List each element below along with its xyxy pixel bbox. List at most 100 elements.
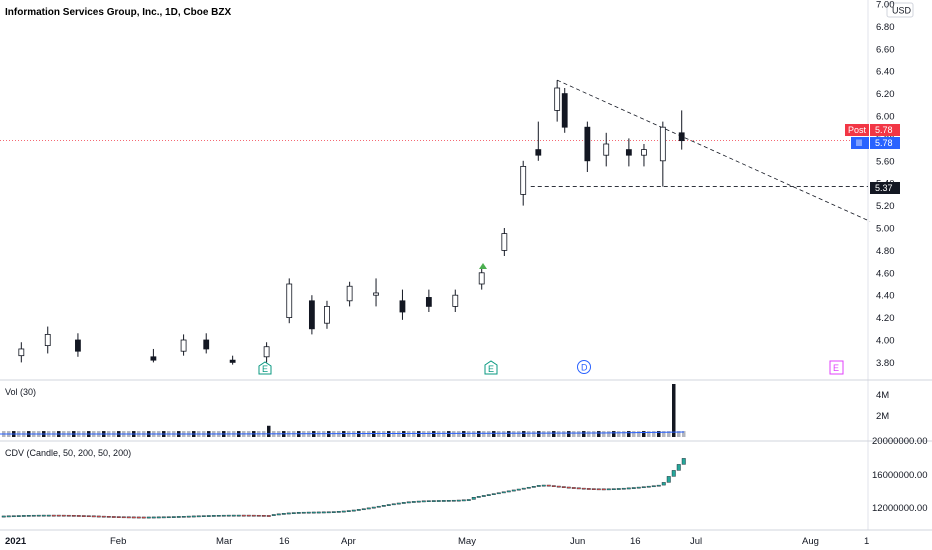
- dividend-marker[interactable]: D: [577, 360, 591, 374]
- volume-bar: [392, 431, 396, 437]
- candle-body: [535, 149, 542, 156]
- cdv-candle: [406, 501, 411, 504]
- cdv-candle: [261, 515, 266, 517]
- cdv-candle: [141, 516, 146, 519]
- cdv-candle: [161, 516, 166, 519]
- time-tick-1: 1: [864, 536, 869, 547]
- cdv-candle: [606, 488, 611, 491]
- cdv-candle: [651, 485, 656, 488]
- volume-bar: [582, 431, 586, 437]
- price-tick: 6.20: [876, 89, 895, 100]
- cdv-candle: [491, 493, 496, 495]
- price-tick: 6.00: [876, 112, 895, 123]
- cdv-candle: [556, 485, 561, 488]
- candle-body: [584, 126, 591, 162]
- cdv-candle: [311, 511, 316, 514]
- cdv-candle: [196, 515, 201, 518]
- cdv-candle: [216, 515, 221, 517]
- cdv-candle: [181, 516, 186, 518]
- candle-body: [373, 292, 379, 296]
- cdv-candle: [641, 486, 646, 489]
- volume-bar: [647, 431, 651, 437]
- price-tick: 3.80: [876, 358, 895, 369]
- cdv-candle: [151, 516, 156, 519]
- cdv-candle: [21, 515, 26, 517]
- cdv-candle: [26, 515, 31, 517]
- candle-body: [520, 165, 527, 195]
- cdv-candle: [321, 511, 326, 514]
- candle-body: [150, 356, 157, 361]
- cdv-candle: [446, 500, 451, 502]
- currency-box[interactable]: [886, 2, 914, 18]
- volume-bar: [532, 431, 536, 437]
- earnings-marker-1[interactable]: E: [258, 361, 272, 375]
- cdv-candle: [256, 514, 261, 517]
- last-price-box: [870, 137, 900, 149]
- post-price-tag-label: Post: [848, 125, 867, 135]
- candle-body: [308, 300, 315, 330]
- trend-lines: [0, 79, 871, 222]
- cdv-candle: [296, 512, 301, 514]
- cdv-candle: [211, 515, 216, 517]
- price-tick: 4.20: [876, 313, 895, 324]
- cdv-candle: [166, 516, 171, 519]
- volume-bar: [627, 431, 631, 437]
- cdv-candle: [621, 487, 626, 490]
- cdv-candle: [551, 485, 556, 487]
- candle-body: [678, 132, 685, 142]
- volume-bar: [487, 431, 491, 437]
- cdv-candle: [231, 514, 236, 517]
- post-price-tag: [845, 124, 869, 136]
- cdv-candle: [581, 487, 586, 490]
- cdv-candle: [201, 515, 206, 517]
- volume-bar: [457, 431, 461, 437]
- last-price-value: 5.78: [875, 138, 893, 148]
- cdv-candle: [516, 488, 521, 491]
- buy-arrow-icon: [479, 263, 487, 269]
- svg-text:E: E: [833, 363, 839, 373]
- candles-series: [18, 80, 685, 365]
- cdv-candle: [546, 484, 551, 487]
- earnings-marker-2[interactable]: E: [484, 360, 498, 375]
- post-price-box: [870, 124, 900, 136]
- svg-text:E: E: [262, 364, 268, 374]
- future-earnings-marker[interactable]: E: [829, 360, 844, 375]
- candle-body: [625, 149, 632, 156]
- candle-body: [561, 93, 568, 128]
- cdv-candle: [111, 516, 116, 518]
- cdv-candle: [356, 509, 361, 511]
- volume-bar: [632, 431, 636, 437]
- cdv-candle: [421, 500, 426, 503]
- cdv-candle: [76, 515, 81, 517]
- cdv-candle: [596, 488, 601, 491]
- volume-bar: [612, 431, 616, 437]
- cdv-candle: [176, 516, 181, 518]
- cdv-candle: [456, 499, 461, 502]
- cdv-candle: [221, 514, 226, 517]
- volume-label: Vol (30): [5, 387, 36, 397]
- candle-body: [44, 333, 51, 346]
- volume-bar: [622, 431, 626, 437]
- cdv-candle: [676, 464, 681, 471]
- currency-label: USD: [892, 6, 912, 16]
- time-tick-2021: 2021: [5, 536, 27, 547]
- volume-bar: [677, 431, 681, 437]
- resistance-line: [557, 79, 871, 222]
- volume-bar: [667, 431, 671, 437]
- volume-bar: [267, 425, 271, 437]
- cdv-candle: [611, 488, 616, 491]
- price-tick: 5.20: [876, 201, 895, 212]
- volume-bar: [642, 431, 646, 437]
- cdv-tick-16m: 16000000.00: [872, 470, 927, 481]
- cdv-candle: [511, 489, 516, 492]
- volume-bar: [492, 431, 496, 437]
- volume-bar: [437, 431, 441, 437]
- candle-body: [659, 126, 666, 162]
- cdv-candle: [626, 487, 631, 490]
- cdv-candle: [126, 516, 131, 519]
- cdv-tick-20m: 20000000.00: [872, 436, 927, 447]
- cdv-candle: [71, 515, 76, 517]
- cdv-candle: [541, 484, 546, 487]
- cdv-candle: [16, 515, 21, 517]
- cdv-candle: [171, 516, 176, 518]
